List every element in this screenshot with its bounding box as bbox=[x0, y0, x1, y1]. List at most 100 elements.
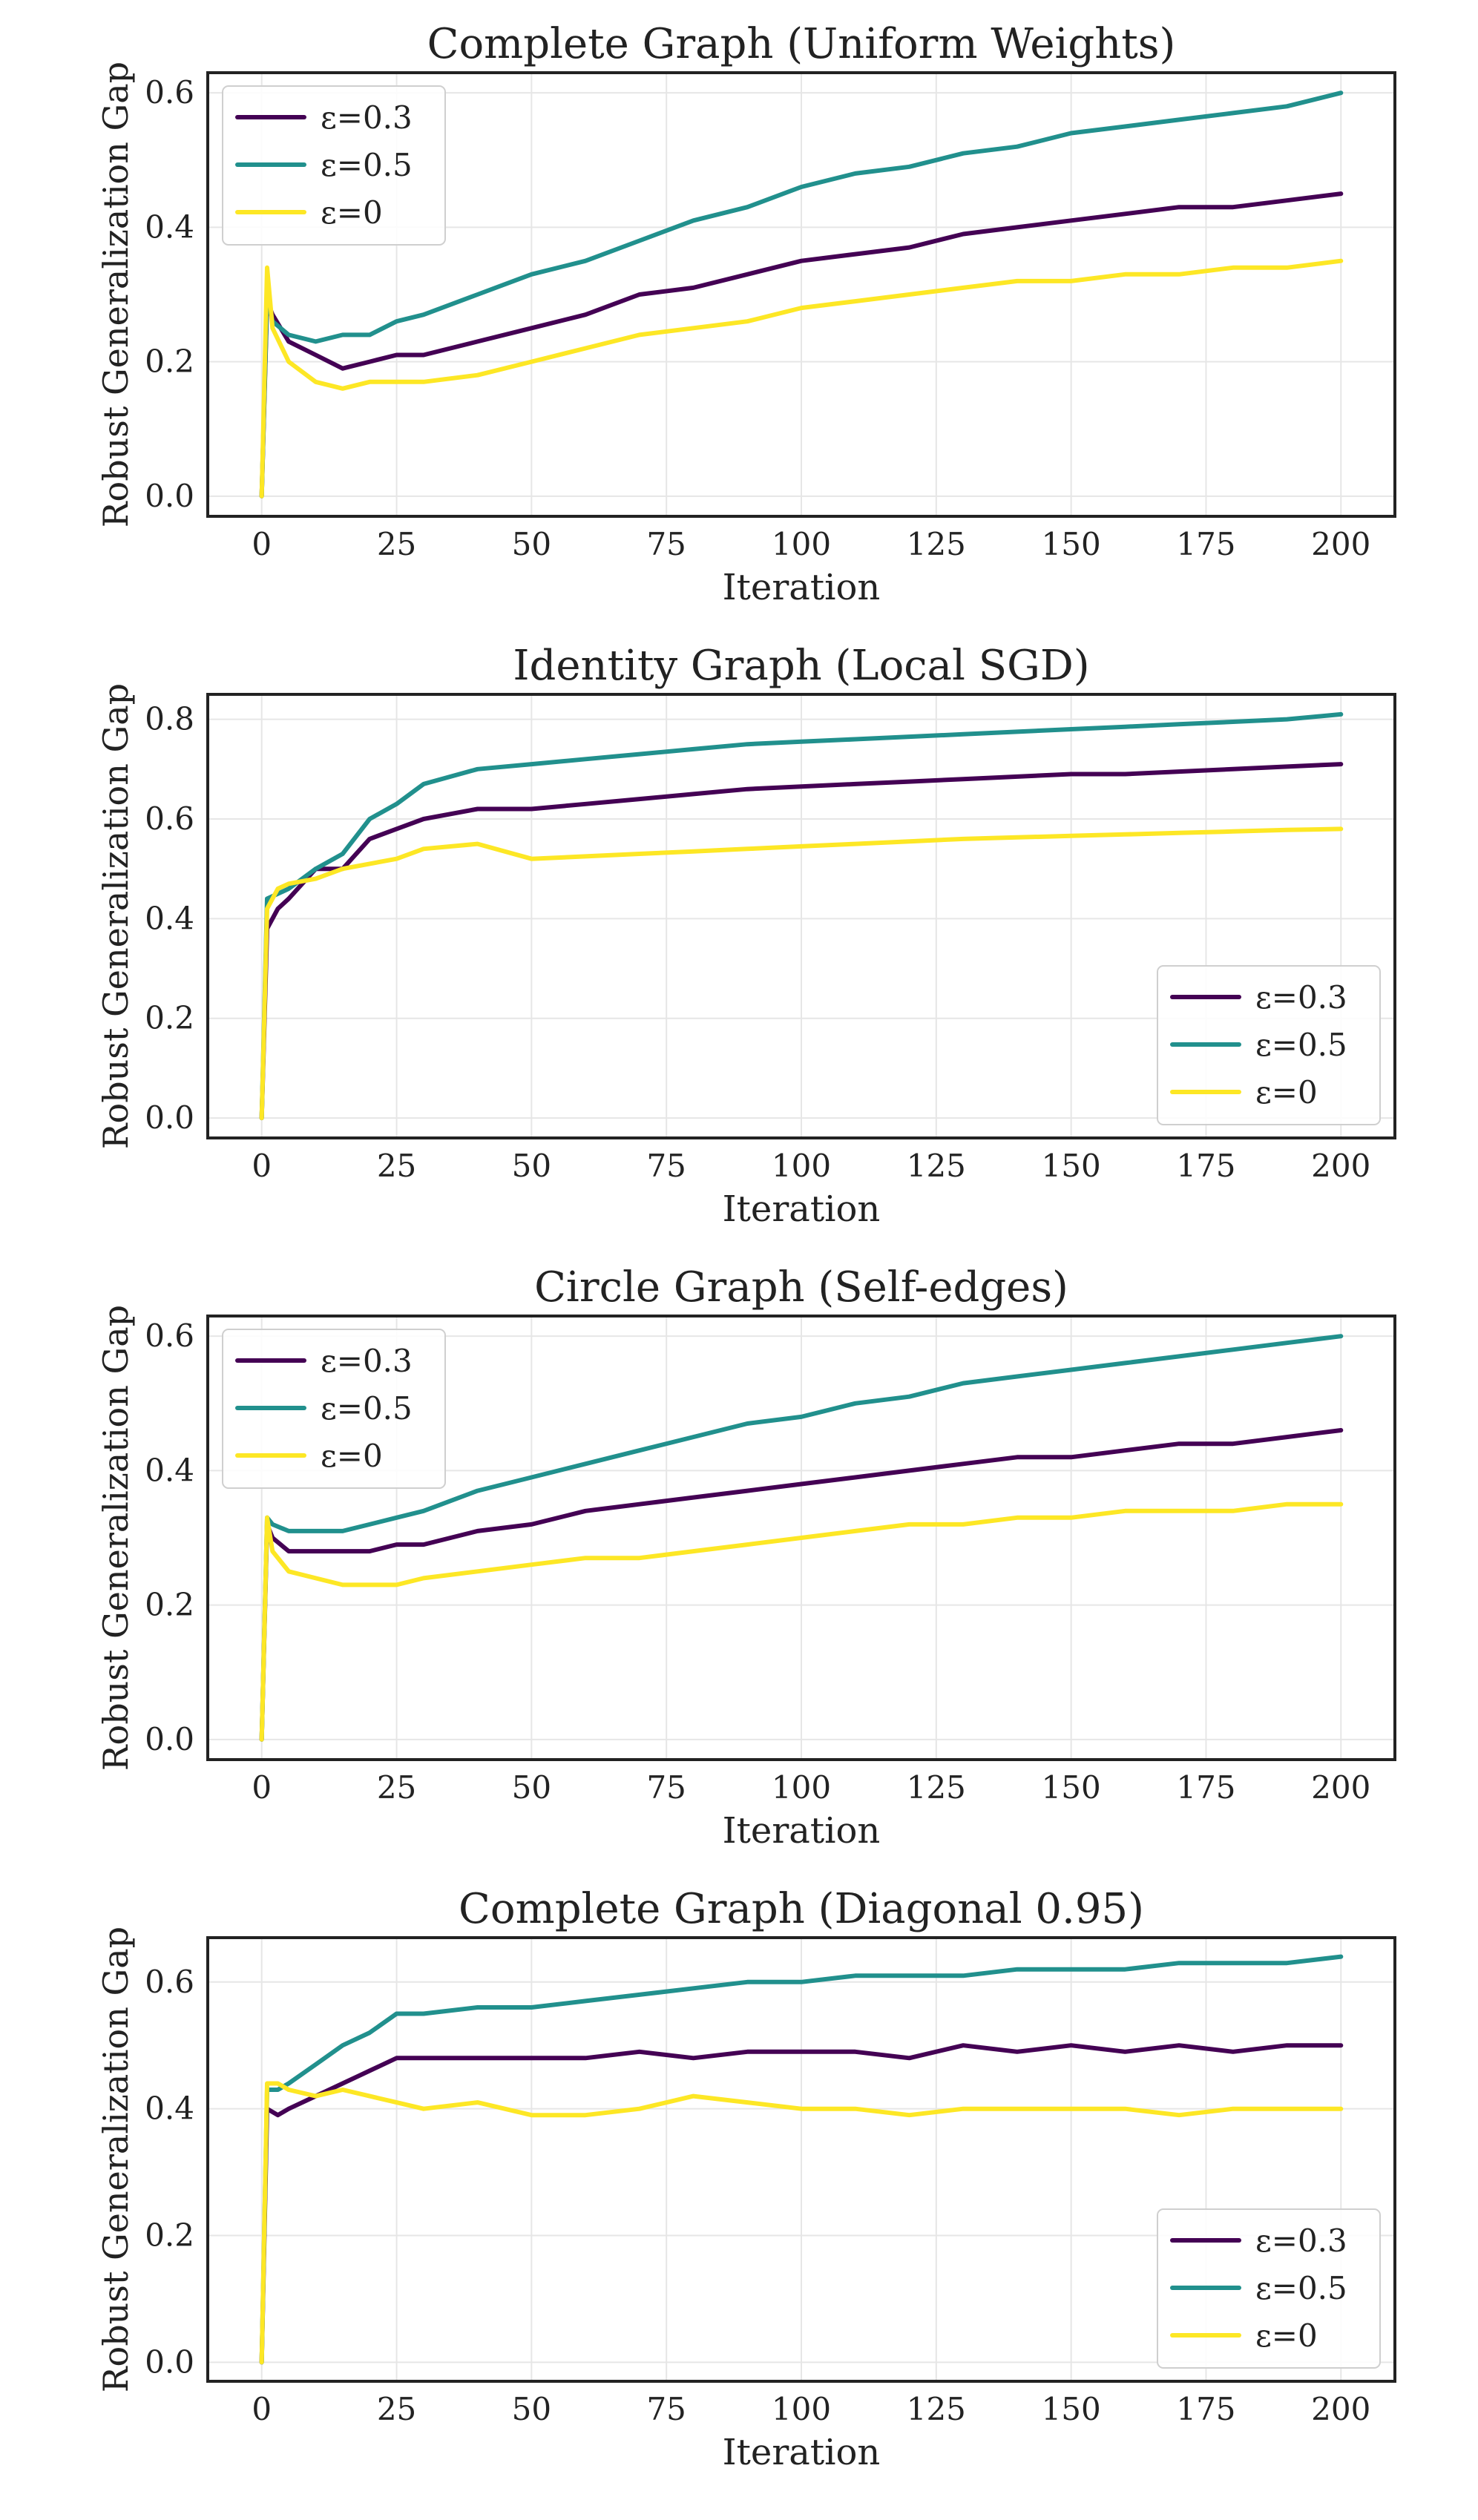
x-axis-label: Iteration bbox=[723, 1188, 881, 1230]
series-line-2 bbox=[259, 91, 1344, 499]
series-line-3 bbox=[259, 826, 1344, 1121]
legend-label: ε=0 bbox=[1255, 1074, 1318, 1111]
chart-title: Complete Graph (Uniform Weights) bbox=[427, 20, 1176, 68]
plot-frame bbox=[206, 71, 1396, 518]
x-tick-label: 75 bbox=[646, 1769, 686, 1806]
x-tick-label: 25 bbox=[377, 526, 416, 562]
series-line-3 bbox=[259, 258, 1344, 499]
x-tick-label: 125 bbox=[907, 1769, 966, 1806]
x-tick-label: 100 bbox=[772, 2391, 831, 2427]
x-tick-label: 75 bbox=[646, 1148, 686, 1184]
chart-panel-2: 0 25 50 75 100 125 150 175 200 0.0 0.2 0.4 0.6 0.8 Ide… bbox=[96, 642, 1396, 1230]
series-line-2 bbox=[259, 1334, 1344, 1742]
y-tick-label: 0.6 bbox=[145, 1964, 194, 2000]
legend: ε=0.3 ε=0.5 ε=0 bbox=[1157, 965, 1381, 1125]
x-tick-label: 200 bbox=[1311, 1769, 1370, 1806]
x-tick-label: 200 bbox=[1311, 526, 1370, 562]
series-line-2 bbox=[259, 1954, 1344, 2365]
x-tick-label: 0 bbox=[252, 2391, 272, 2427]
y-axis-label: Robust Generalization Gap bbox=[96, 1305, 136, 1771]
series-line-3 bbox=[259, 1501, 1344, 1742]
x-tick-label: 175 bbox=[1176, 1148, 1235, 1184]
x-tick-label: 100 bbox=[772, 1769, 831, 1806]
y-tick-label: 0.2 bbox=[145, 343, 194, 380]
y-tick-label: 0.4 bbox=[145, 1452, 194, 1488]
x-tick-label: 175 bbox=[1176, 1769, 1235, 1806]
plot-frame bbox=[206, 693, 1396, 1139]
x-tick-label: 50 bbox=[512, 2391, 551, 2427]
legend-box bbox=[222, 1329, 446, 1489]
x-tick-label: 0 bbox=[252, 1769, 272, 1806]
legend: ε=0.3 ε=0.5 ε=0 bbox=[1157, 2208, 1381, 2369]
y-tick-label: 0.6 bbox=[145, 1317, 194, 1354]
chart-panel-3: 0 25 50 75 100 125 150 175 200 0.0 0.2 0.4 0.6 Circle… bbox=[96, 1263, 1396, 1852]
x-axis-label: Iteration bbox=[723, 567, 881, 608]
y-tick-label: 0.6 bbox=[145, 800, 194, 837]
x-tick-label: 25 bbox=[377, 1769, 416, 1806]
legend-box bbox=[222, 85, 446, 246]
y-tick-label: 0.4 bbox=[145, 900, 194, 936]
y-tick-label: 0.2 bbox=[145, 1587, 194, 1623]
legend-box bbox=[1157, 2208, 1381, 2369]
x-tick-label: 75 bbox=[646, 2391, 686, 2427]
legend-label: ε=0 bbox=[321, 194, 383, 231]
x-axis-label: Iteration bbox=[723, 1810, 881, 1852]
x-tick-label: 150 bbox=[1042, 526, 1101, 562]
y-tick-label: 0.8 bbox=[145, 701, 194, 737]
y-tick-label: 0.6 bbox=[145, 74, 194, 111]
x-tick-label: 25 bbox=[377, 1148, 416, 1184]
series-line-1 bbox=[259, 1428, 1344, 1742]
y-tick-label: 0.2 bbox=[145, 1000, 194, 1036]
x-tick-label: 0 bbox=[252, 1148, 272, 1184]
x-tick-label: 100 bbox=[772, 1148, 831, 1184]
legend-label: ε=0 bbox=[1255, 2317, 1318, 2354]
y-tick-label: 0.0 bbox=[145, 478, 194, 514]
plot-frame bbox=[206, 1936, 1396, 2383]
x-tick-label: 175 bbox=[1176, 2391, 1235, 2427]
x-axis-label: Iteration bbox=[723, 2432, 881, 2473]
y-tick-label: 0.0 bbox=[145, 2343, 194, 2380]
legend-label: ε=0.5 bbox=[321, 147, 413, 183]
chart-title: Circle Graph (Self-edges) bbox=[534, 1263, 1068, 1312]
x-tick-label: 125 bbox=[907, 1148, 966, 1184]
series-line-3 bbox=[259, 2081, 1344, 2365]
y-tick-label: 0.2 bbox=[145, 2217, 194, 2254]
y-tick-label: 0.4 bbox=[145, 2090, 194, 2127]
series-line-1 bbox=[259, 191, 1344, 499]
x-tick-label: 150 bbox=[1042, 1769, 1101, 1806]
y-tick-label: 0.4 bbox=[145, 208, 194, 245]
y-axis-label: Robust Generalization Gap bbox=[96, 683, 136, 1149]
chart-panel-1: 0 25 50 75 100 125 150 175 200 0.0 0.2 0.4 0.6 Comple… bbox=[96, 20, 1396, 608]
legend-label: ε=0.3 bbox=[321, 1343, 413, 1379]
plot-frame bbox=[206, 1315, 1396, 1761]
legend-box bbox=[1157, 965, 1381, 1125]
x-tick-label: 150 bbox=[1042, 2391, 1101, 2427]
y-tick-label: 0.0 bbox=[145, 1721, 194, 1757]
x-tick-label: 125 bbox=[907, 526, 966, 562]
x-tick-label: 75 bbox=[646, 526, 686, 562]
x-tick-label: 50 bbox=[512, 526, 551, 562]
y-tick-label: 0.0 bbox=[145, 1099, 194, 1136]
chart-title: Identity Graph (Local SGD) bbox=[513, 642, 1089, 690]
x-tick-label: 50 bbox=[512, 1148, 551, 1184]
x-tick-label: 150 bbox=[1042, 1148, 1101, 1184]
legend-label: ε=0.3 bbox=[1255, 2223, 1347, 2259]
y-axis-label: Robust Generalization Gap bbox=[96, 62, 136, 527]
legend-label: ε=0 bbox=[321, 1438, 383, 1474]
chart-title: Complete Graph (Diagonal 0.95) bbox=[459, 1885, 1144, 1933]
chart-panel-4: 0 25 50 75 100 125 150 175 200 0.0 0.2 0.4 0.6 Comple… bbox=[96, 1885, 1396, 2473]
legend-label: ε=0.3 bbox=[1255, 979, 1347, 1016]
legend-label: ε=0.5 bbox=[1255, 1027, 1347, 1063]
x-tick-label: 200 bbox=[1311, 1148, 1370, 1184]
x-tick-label: 0 bbox=[252, 526, 272, 562]
x-tick-label: 25 bbox=[377, 2391, 416, 2427]
x-tick-label: 125 bbox=[907, 2391, 966, 2427]
legend-label: ε=0.3 bbox=[321, 99, 413, 136]
x-tick-label: 50 bbox=[512, 1769, 551, 1806]
x-tick-label: 200 bbox=[1311, 2391, 1370, 2427]
series-line-2 bbox=[259, 711, 1344, 1121]
y-axis-label: Robust Generalization Gap bbox=[96, 1927, 136, 2392]
legend-label: ε=0.5 bbox=[321, 1390, 413, 1427]
